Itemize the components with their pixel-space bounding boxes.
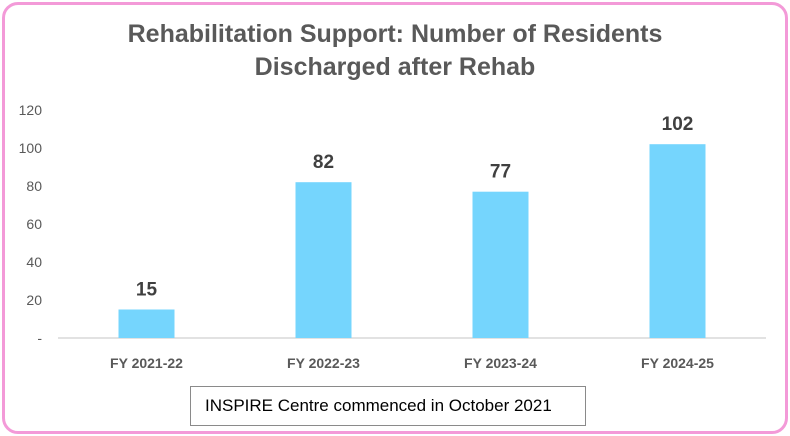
chart-title-line-2: Discharged after Rehab	[254, 53, 536, 81]
data-label: 82	[313, 152, 334, 173]
bar	[118, 309, 175, 338]
y-tick-label: 60	[26, 216, 42, 232]
y-tick-label: -	[37, 330, 42, 346]
x-tick-label: FY 2023-24	[464, 355, 537, 371]
x-tick-label: FY 2022-23	[287, 355, 360, 371]
y-tick-label: 100	[19, 140, 43, 156]
annotation-box: INSPIRE Centre commenced in October 2021	[190, 386, 586, 426]
data-label: 77	[490, 162, 511, 183]
x-tick-label: FY 2021-22	[110, 355, 183, 371]
x-tick-label: FY 2024-25	[641, 355, 714, 371]
bar	[649, 144, 706, 338]
data-label: 15	[136, 280, 158, 301]
data-label: 102	[662, 114, 694, 135]
chart-title: Rehabilitation Support: Number of Reside…	[0, 18, 790, 84]
chart-title-line-1: Rehabilitation Support: Number of Reside…	[127, 20, 663, 48]
y-tick-label: 80	[26, 178, 42, 194]
y-tick-label: 20	[26, 292, 42, 308]
bar	[295, 182, 352, 338]
bar	[472, 191, 529, 338]
y-tick-label: 120	[19, 102, 43, 118]
y-tick-label: 40	[26, 254, 42, 270]
